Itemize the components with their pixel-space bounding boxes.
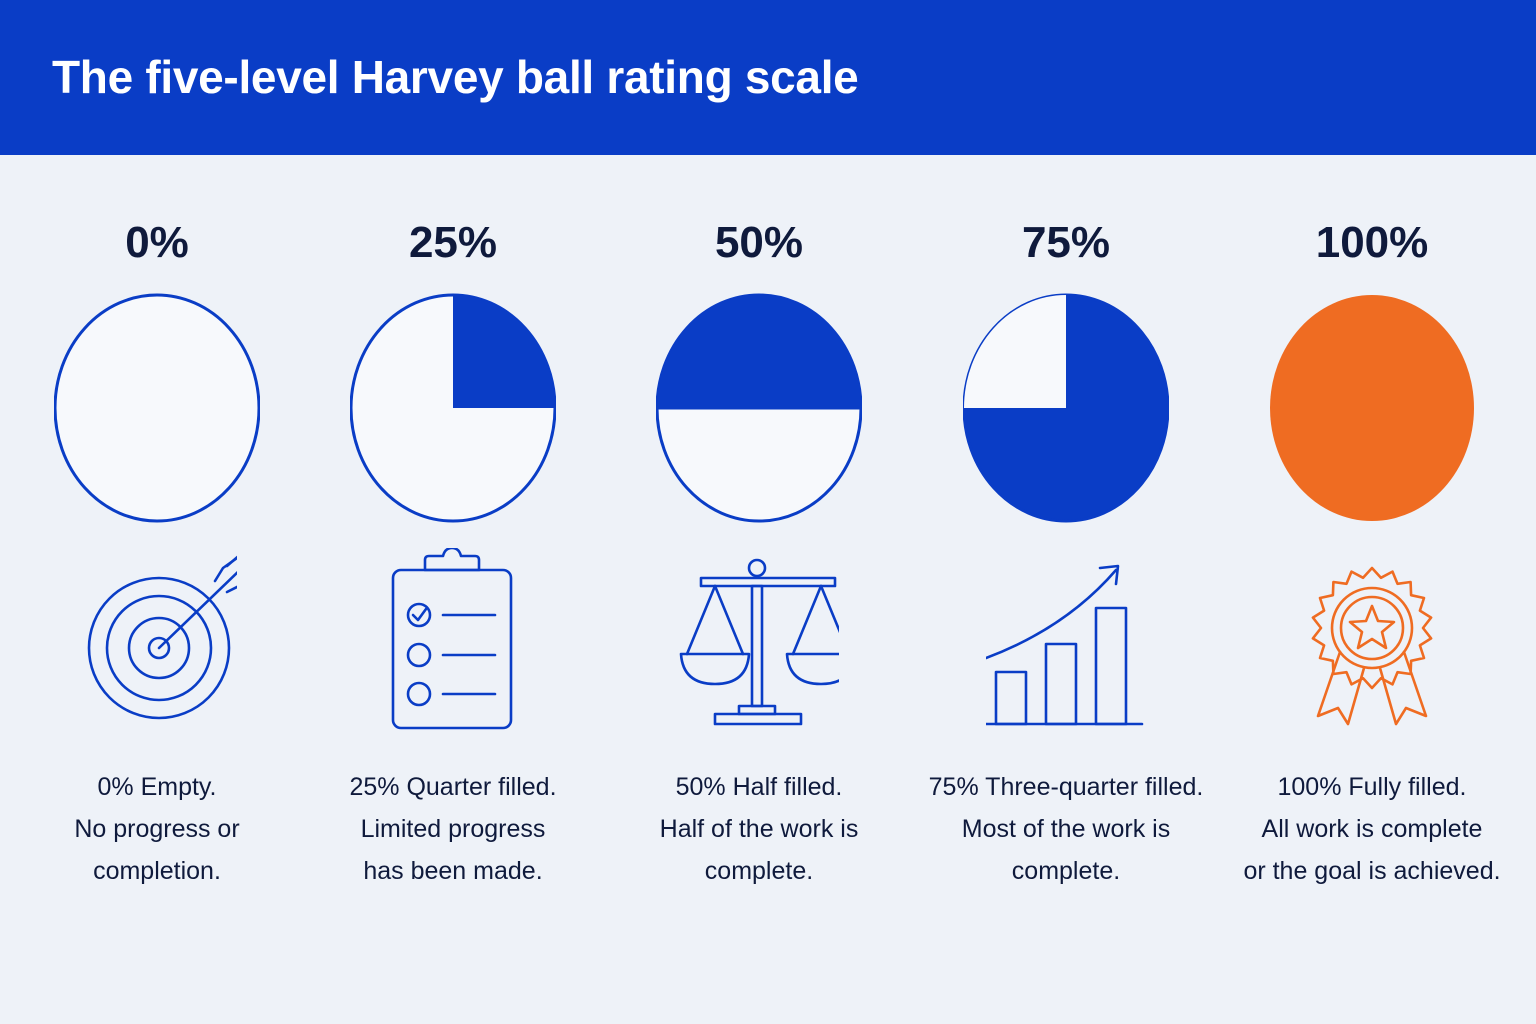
desc-line: All work is complete	[1261, 815, 1483, 843]
desc-line: Half of the work is	[659, 815, 859, 843]
desc-line: 0% Empty.	[97, 773, 217, 801]
target-icon	[87, 555, 237, 720]
desc-line: completion.	[93, 857, 221, 885]
percent-label: 0%	[125, 218, 189, 267]
percent-label: 25%	[408, 218, 498, 267]
scales-icon	[679, 558, 839, 726]
page-title: The five-level Harvey ball rating scale	[52, 51, 859, 103]
level-0: 0% 0% Empty. No progress or completion.	[7, 0, 307, 1024]
harvey-ball-50	[656, 293, 862, 523]
percent-label: 50%	[714, 218, 804, 267]
desc-line: No progress or	[74, 815, 240, 843]
desc-line: 50% Half filled.	[675, 773, 843, 801]
desc-line: Most of the work is	[961, 815, 1171, 843]
percent-label: 100%	[1315, 218, 1429, 267]
harvey-ball-75	[963, 293, 1169, 523]
harvey-ball-100	[1270, 295, 1474, 521]
header-banner: The five-level Harvey ball rating scale	[0, 0, 1536, 155]
growth-chart-icon	[986, 564, 1144, 726]
desc-line: 100% Fully filled.	[1277, 773, 1467, 801]
level-description: 50% Half filled. Half of the work is com…	[599, 766, 919, 892]
harvey-ball-25	[350, 293, 556, 523]
desc-line: complete.	[704, 857, 814, 885]
desc-line: 25% Quarter filled.	[349, 773, 557, 801]
level-description: 75% Three-quarter filled. Most of the wo…	[906, 766, 1226, 892]
level-description: 25% Quarter filled. Limited progress has…	[293, 766, 613, 892]
level-description: 0% Empty. No progress or completion.	[0, 766, 317, 892]
level-50: 50% 50% Half filled. Half of the work is…	[609, 0, 909, 1024]
level-25: 25% 25% Quarter filled. Limited progress…	[303, 0, 603, 1024]
desc-line: has been made.	[363, 857, 543, 885]
desc-line: complete.	[1011, 857, 1121, 885]
level-description: 100% Fully filled. All work is complete …	[1212, 766, 1532, 892]
level-100: 100% 100% Fully filled. All work is comp…	[1222, 0, 1522, 1024]
desc-line: 75% Three-quarter filled.	[928, 773, 1204, 801]
desc-line: Limited progress	[360, 815, 546, 843]
level-75: 75% 75% Three-quarter filled. Most of th…	[916, 0, 1216, 1024]
harvey-ball-0	[54, 293, 260, 523]
clipboard-icon	[391, 548, 513, 730]
award-ribbon-icon	[1311, 566, 1433, 726]
desc-line: or the goal is achieved.	[1243, 857, 1501, 885]
percent-label: 75%	[1021, 218, 1111, 267]
